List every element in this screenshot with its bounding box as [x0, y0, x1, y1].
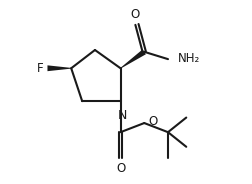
Text: O: O	[149, 115, 158, 128]
Text: F: F	[37, 62, 44, 75]
Polygon shape	[47, 65, 71, 71]
Text: NH₂: NH₂	[178, 52, 200, 65]
Text: O: O	[131, 8, 140, 21]
Text: O: O	[116, 162, 125, 175]
Polygon shape	[120, 49, 146, 69]
Text: N: N	[118, 109, 127, 122]
